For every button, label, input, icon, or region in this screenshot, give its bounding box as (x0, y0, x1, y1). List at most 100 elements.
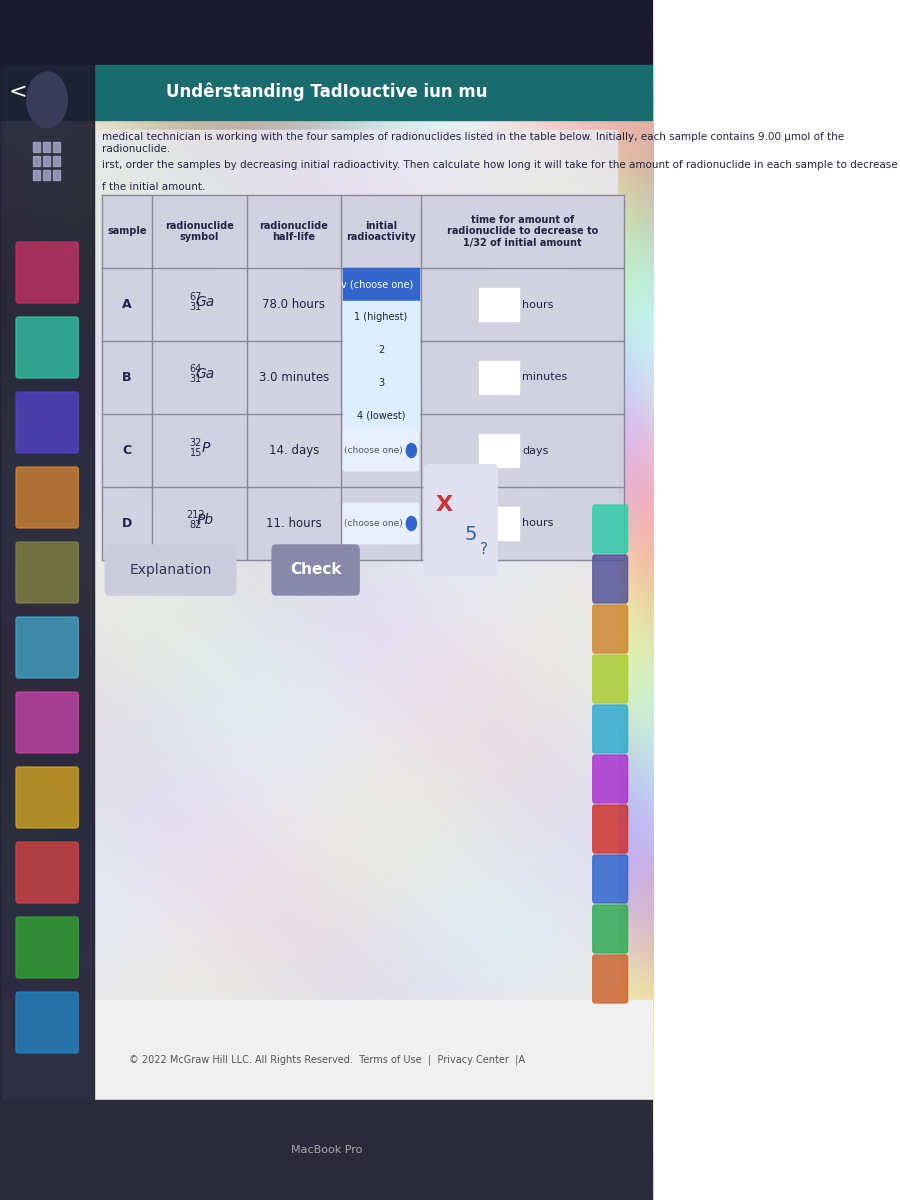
Text: A: A (122, 298, 131, 311)
Text: 67: 67 (190, 292, 203, 301)
Text: 82: 82 (190, 521, 203, 530)
Text: B: B (122, 371, 131, 384)
FancyBboxPatch shape (593, 955, 627, 1003)
Text: Pb: Pb (197, 514, 214, 528)
Text: 64: 64 (190, 365, 202, 374)
Text: X: X (436, 494, 453, 515)
Text: 2: 2 (378, 346, 384, 355)
FancyBboxPatch shape (105, 545, 236, 595)
Bar (43, 170, 50, 180)
Bar (43, 156, 50, 166)
Text: MacBook Pro: MacBook Pro (291, 1145, 362, 1154)
Text: days: days (522, 445, 549, 456)
Text: hours: hours (522, 300, 554, 310)
Text: 78.0 hours: 78.0 hours (263, 298, 326, 311)
Text: Explanation: Explanation (130, 563, 212, 577)
Text: (choose one): (choose one) (345, 518, 403, 528)
Bar (53, 156, 60, 166)
FancyBboxPatch shape (343, 503, 418, 544)
Bar (0, 1100, 653, 1200)
Text: 14. days: 14. days (269, 444, 319, 457)
Bar (53, 170, 60, 180)
Text: radionuclide
symbol: radionuclide symbol (165, 221, 234, 242)
FancyBboxPatch shape (16, 842, 78, 902)
Text: 3.0 minutes: 3.0 minutes (258, 371, 329, 384)
Text: 31: 31 (190, 374, 202, 384)
FancyBboxPatch shape (593, 554, 627, 602)
Bar (43, 142, 50, 152)
Text: <: < (9, 82, 28, 102)
Text: Check: Check (290, 563, 341, 577)
Text: Ga: Ga (195, 367, 215, 382)
Text: 15: 15 (190, 448, 203, 457)
Bar (0, 0, 653, 70)
FancyBboxPatch shape (272, 545, 359, 595)
Text: hours: hours (522, 518, 554, 528)
FancyBboxPatch shape (16, 617, 78, 678)
Text: 4 (lowest): 4 (lowest) (355, 372, 407, 383)
Bar (479, 361, 518, 394)
FancyBboxPatch shape (593, 505, 627, 553)
Text: time for amount of
radionuclide to decrease to
1/32 of initial amount: time for amount of radionuclide to decre… (446, 215, 598, 248)
Text: ?: ? (480, 542, 488, 558)
FancyBboxPatch shape (16, 392, 78, 452)
Bar (479, 508, 518, 540)
Text: minutes: minutes (522, 372, 568, 383)
FancyBboxPatch shape (593, 655, 627, 703)
Bar (32, 142, 40, 152)
Text: irst, order the samples by decreasing initial radioactivity. Then calculate how : irst, order the samples by decreasing in… (102, 160, 900, 170)
Text: 212: 212 (186, 510, 205, 521)
Text: P: P (201, 440, 210, 455)
Text: C: C (122, 444, 131, 457)
Bar (343, 301, 418, 432)
Bar (0, 65, 653, 120)
FancyBboxPatch shape (593, 805, 627, 853)
Text: Undêrstanding TadIouctive iun mu: Undêrstanding TadIouctive iun mu (166, 83, 487, 101)
Text: © 2022 McGraw Hill LLC. All Rights Reserved.  Terms of Use  |  Privacy Center  |: © 2022 McGraw Hill LLC. All Rights Reser… (129, 1055, 525, 1066)
Bar (32, 156, 40, 166)
Text: 32: 32 (190, 438, 203, 448)
FancyBboxPatch shape (16, 542, 78, 602)
Circle shape (406, 444, 417, 457)
Text: radionuclide
half-life: radionuclide half-life (259, 221, 328, 242)
Bar (102, 194, 624, 560)
FancyBboxPatch shape (16, 692, 78, 754)
FancyBboxPatch shape (16, 767, 78, 828)
Text: initial
radioactivity: initial radioactivity (346, 221, 416, 242)
Circle shape (406, 516, 417, 530)
Circle shape (27, 72, 68, 128)
Text: 1 (highest): 1 (highest) (355, 312, 408, 323)
FancyBboxPatch shape (343, 431, 418, 470)
Text: 3: 3 (378, 378, 384, 388)
Bar (479, 288, 518, 320)
Bar (0, 0, 94, 1200)
FancyBboxPatch shape (16, 242, 78, 302)
FancyBboxPatch shape (593, 755, 627, 803)
FancyBboxPatch shape (593, 704, 627, 754)
FancyBboxPatch shape (16, 992, 78, 1054)
FancyBboxPatch shape (16, 467, 78, 528)
Bar (479, 434, 518, 467)
FancyBboxPatch shape (593, 905, 627, 953)
FancyBboxPatch shape (593, 854, 627, 902)
Bar (32, 170, 40, 180)
Text: 5: 5 (464, 526, 477, 545)
Text: 31: 31 (190, 301, 202, 312)
Text: 4 (lowest): 4 (lowest) (356, 410, 405, 421)
Text: sample: sample (107, 227, 147, 236)
Text: f the initial amount.: f the initial amount. (102, 182, 205, 192)
FancyBboxPatch shape (16, 317, 78, 378)
Bar (94, 130, 617, 1000)
Text: 11. hours: 11. hours (266, 517, 321, 530)
Text: medical technician is working with the four samples of radionuclides listed in t: medical technician is working with the f… (102, 132, 843, 154)
Text: v (choose one): v (choose one) (341, 280, 413, 289)
Text: D: D (122, 517, 132, 530)
Bar (53, 142, 60, 152)
Bar (0, 1000, 653, 1200)
Text: Ga: Ga (195, 294, 215, 308)
FancyBboxPatch shape (16, 917, 78, 978)
Text: (choose one): (choose one) (345, 446, 403, 455)
Bar (343, 268, 418, 301)
FancyBboxPatch shape (593, 605, 627, 653)
FancyBboxPatch shape (425, 464, 497, 575)
